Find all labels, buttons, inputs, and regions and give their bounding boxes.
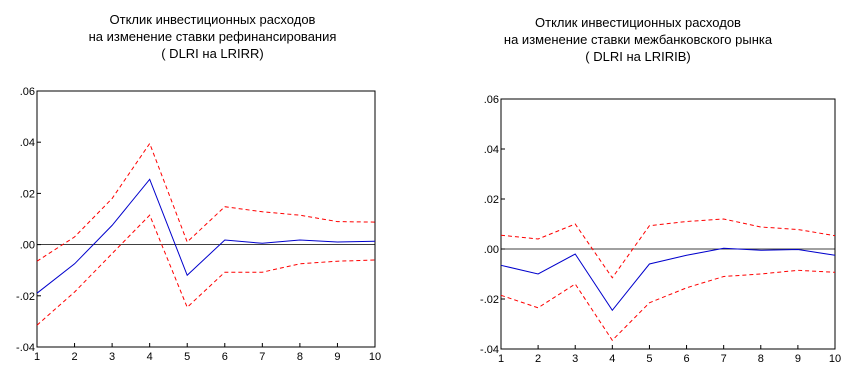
chart-right-x-tick-label: 9 xyxy=(795,353,801,365)
chart-left-x-tick-label: 10 xyxy=(369,351,381,363)
chart-right-y-tick-label: .00 xyxy=(484,244,499,256)
chart-left-y-tick-label: -.02 xyxy=(16,291,35,303)
chart-left-y-tick-label: -.04 xyxy=(16,342,35,354)
chart-left-x-tick-label: 8 xyxy=(297,351,303,363)
chart-right-x-tick-label: 8 xyxy=(758,353,764,365)
chart-right-x-tick-label: 6 xyxy=(683,353,689,365)
chart-left-x-tick-label: 3 xyxy=(109,351,115,363)
chart-left-y-tick-label: .02 xyxy=(20,188,35,200)
chart-left-x-tick-label: 9 xyxy=(334,351,340,363)
chart-title-right: Отклик инвестиционных расходов на измене… xyxy=(425,14,851,65)
chart-left-y-tick-label: .06 xyxy=(20,86,35,98)
chart-right-x-tick-label: 4 xyxy=(609,353,615,365)
chart-right-y-tick-label: -.02 xyxy=(480,294,499,306)
chart-left-confidence-band-line xyxy=(36,214,376,326)
chart-left-x-tick-label: 7 xyxy=(259,351,265,363)
chart-right-y-tick-label: .06 xyxy=(484,94,499,106)
chart-right-x-tick-label: 1 xyxy=(498,353,504,365)
chart-right-confidence-band-line xyxy=(500,218,836,279)
chart-left-y-tick-label: .00 xyxy=(20,240,35,252)
chart-right-x-tick-label: 5 xyxy=(646,353,652,365)
chart-plot-left: -.04 -.02 .00 .02 .04 .06 1 2 3 4 5 6 7 8 9 10 xyxy=(16,86,381,363)
chart-title-left: Отклик инвестиционных расходов на измене… xyxy=(0,11,425,62)
chart-right-y-tick-label: -.04 xyxy=(480,344,499,356)
chart-right-response-line xyxy=(500,247,836,312)
chart-left-x-tick-label: 5 xyxy=(184,351,190,363)
chart-left-response-line xyxy=(36,178,376,294)
chart-right-plot-frame xyxy=(500,98,836,350)
chart-left-x-tick-label: 2 xyxy=(71,351,77,363)
chart-right-y-tick-label: .04 xyxy=(484,144,499,156)
chart-right-x-tick-label: 2 xyxy=(535,353,541,365)
chart-right-x-tick-label: 7 xyxy=(721,353,727,365)
chart-left-y-tick-label: .04 xyxy=(20,137,35,149)
chart-title-left-line-1: Отклик инвестиционных расходов xyxy=(109,12,316,27)
chart-title-left-line-3: ( DLRI на LRIRR) xyxy=(161,46,264,61)
chart-plot-right: -.04 -.02 .00 .02 .04 .06 1 2 3 4 5 6 7 8 9 10 xyxy=(480,94,841,365)
chart-title-right-line-3: ( DLRI на LRIRIB) xyxy=(585,49,691,64)
chart-left-confidence-band-line xyxy=(36,142,376,262)
chart-left-x-tick-label: 6 xyxy=(222,351,228,363)
chart-right-y-tick-label: .02 xyxy=(484,194,499,206)
chart-left-plot-frame xyxy=(36,90,376,348)
chart-left-x-tick-label: 1 xyxy=(34,351,40,363)
chart-title-right-line-2: на изменение ставки межбанковского рынка xyxy=(503,32,773,47)
chart-panel-left: Отклик инвестиционных расходов на измене… xyxy=(0,0,425,367)
chart-title-right-line-1: Отклик инвестиционных расходов xyxy=(535,15,741,30)
chart-title-left-line-2: на изменение ставки рефинансирования xyxy=(88,29,337,44)
chart-right-x-tick-label: 10 xyxy=(829,353,841,365)
chart-panel-right: Отклик инвестиционных расходов на измене… xyxy=(425,0,851,367)
chart-left-x-tick-label: 4 xyxy=(147,351,153,363)
chart-right-confidence-band-line xyxy=(500,269,836,342)
chart-right-x-tick-label: 3 xyxy=(572,353,578,365)
